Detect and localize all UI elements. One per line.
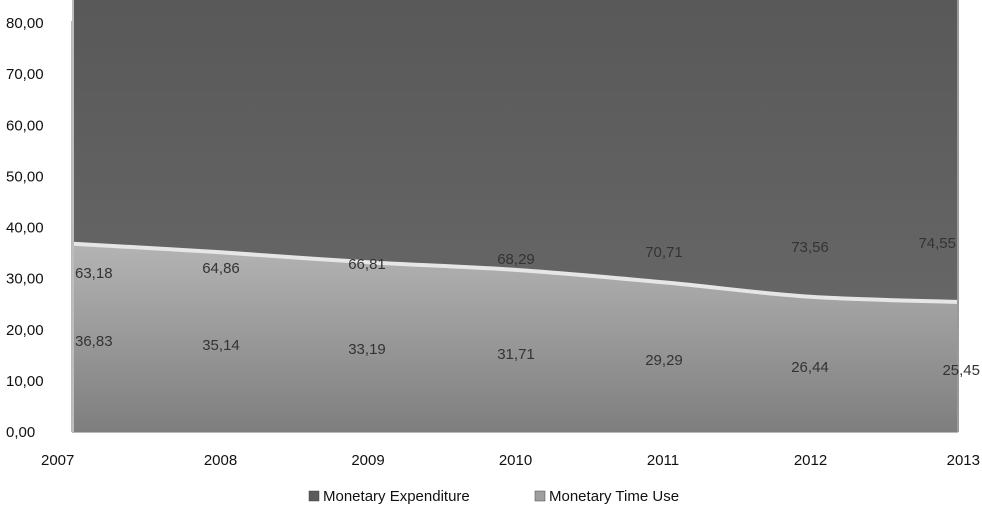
data-label-monetary-time-use: 26,44 — [791, 359, 829, 376]
x-tick-label: 2011 — [647, 452, 679, 469]
y-tick-label: 70,00 — [6, 66, 44, 83]
y-tick-label: 40,00 — [6, 220, 44, 237]
y-tick-label: 50,00 — [6, 168, 44, 185]
legend-swatch — [534, 490, 546, 502]
x-tick-label: 2008 — [204, 452, 237, 469]
y-tick-label: 80,00 — [6, 15, 44, 32]
data-label-monetary-time-use: 36,83 — [75, 333, 113, 350]
edge-lower — [72, 241, 959, 304]
data-label-monetary-time-use: 31,71 — [497, 346, 535, 363]
tick-labels: 0,00 10,00 20,00 30,00 40,00 50,00 60,00 70,00 8… — [6, 15, 980, 469]
data-label-monetary-expenditure: 66,81 — [348, 256, 386, 273]
x-tick-label: 2012 — [794, 452, 827, 469]
legend-swatch — [308, 490, 320, 502]
y-tick-label: 30,00 — [6, 271, 44, 288]
x-tick-label: 2010 — [499, 452, 532, 469]
data-label-monetary-time-use: 29,29 — [645, 352, 683, 369]
data-label-monetary-expenditure: 73,56 — [791, 239, 829, 256]
area-monetary-expenditure — [73, 0, 958, 302]
data-labels: 63,18 36,83 64,86 35,14 66,81 33,19 68,29 31,71… — [75, 235, 980, 379]
data-label-monetary-expenditure: 63,18 — [75, 265, 113, 282]
legend: Monetary Expenditure Monetary Time Use — [308, 488, 679, 505]
legend-label: Monetary Expenditure — [323, 488, 470, 505]
x-tick-label: 2007 — [41, 452, 74, 469]
legend-label: Monetary Time Use — [549, 488, 679, 505]
data-label-monetary-expenditure: 68,29 — [497, 251, 535, 268]
x-tick-label: 2013 — [947, 452, 980, 469]
data-label-monetary-expenditure: 70,71 — [645, 244, 683, 261]
areas — [72, 0, 959, 432]
y-tick-label: 0,00 — [6, 424, 35, 441]
data-label-monetary-time-use: 25,45 — [942, 362, 980, 379]
x-tick-label: 2009 — [351, 452, 384, 469]
data-label-monetary-expenditure: 64,86 — [202, 260, 240, 277]
data-label-monetary-expenditure: 74,55 — [918, 235, 956, 252]
y-tick-label: 20,00 — [6, 322, 44, 339]
y-tick-label: 10,00 — [6, 373, 44, 390]
y-tick-label: 60,00 — [6, 117, 44, 134]
data-label-monetary-time-use: 33,19 — [348, 341, 386, 358]
data-label-monetary-time-use: 35,14 — [202, 337, 240, 354]
